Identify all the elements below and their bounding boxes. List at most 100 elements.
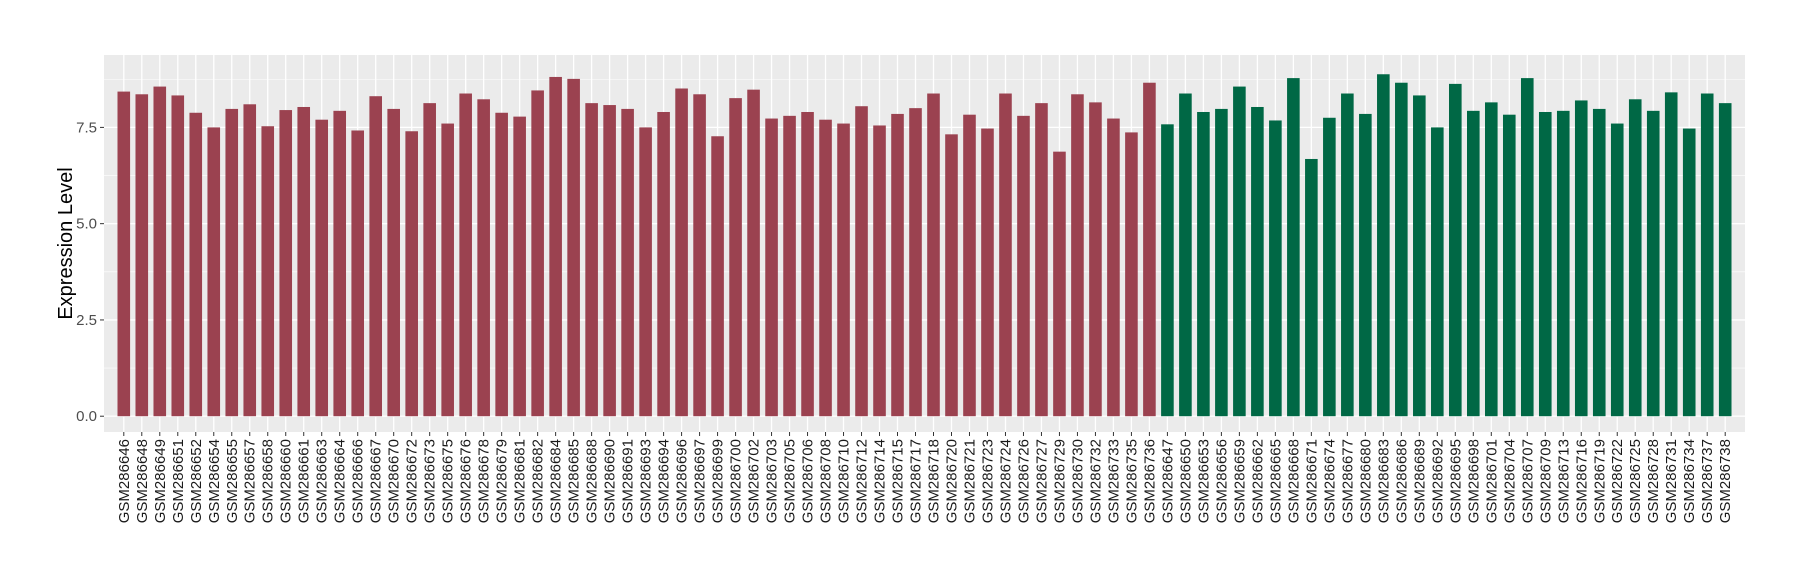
x-tick-label: GSM286717: [908, 439, 925, 523]
bar-GSM286715: [891, 113, 904, 417]
x-tick-label: GSM286696: [674, 439, 691, 523]
bar-GSM286735: [1125, 132, 1138, 417]
x-tick-label: GSM286683: [1375, 439, 1392, 523]
bar-GSM286681: [513, 116, 526, 417]
x-tick-label: GSM286670: [386, 439, 403, 523]
x-tick-label: GSM286702: [746, 439, 763, 523]
x-tick-label: GSM286647: [1159, 439, 1176, 523]
bar-GSM286692: [1431, 127, 1444, 417]
x-tick-label: GSM286726: [1015, 439, 1032, 523]
bar-GSM286668: [1287, 78, 1300, 417]
x-tick-label: GSM286664: [332, 439, 349, 523]
x-tick-label: GSM286728: [1645, 439, 1662, 523]
x-tick-label: GSM286650: [1177, 439, 1194, 523]
bar-GSM286717: [909, 108, 922, 417]
bar-GSM286654: [207, 127, 221, 417]
x-tick-label: GSM286654: [206, 439, 223, 523]
x-tick-label: GSM286712: [854, 439, 871, 523]
x-tick-label: GSM286729: [1051, 439, 1068, 523]
bar-GSM286698: [1467, 110, 1480, 417]
x-tick-label: GSM286705: [782, 439, 799, 523]
x-tick-label: GSM286674: [1321, 439, 1338, 523]
x-tick-label: GSM286677: [1339, 439, 1356, 523]
bar-GSM286728: [1646, 110, 1660, 417]
x-tick-label: GSM286714: [872, 439, 889, 523]
bar-GSM286725: [1628, 99, 1642, 417]
x-tick-label: GSM286676: [458, 439, 475, 523]
bar-GSM286680: [1359, 113, 1372, 417]
bar-GSM286655: [225, 108, 239, 417]
bar-GSM286688: [585, 103, 598, 417]
bar-GSM286646: [117, 91, 131, 417]
y-tick-label: 5.0: [76, 216, 97, 233]
bar-GSM286738: [1718, 103, 1732, 417]
x-tick-label: GSM286698: [1465, 439, 1482, 523]
bar-GSM286650: [1179, 93, 1192, 417]
x-tick-label: GSM286713: [1555, 439, 1572, 523]
bar-GSM286695: [1449, 83, 1462, 417]
bar-GSM286721: [963, 114, 976, 417]
bar-GSM286729: [1053, 151, 1066, 417]
x-tick-label: GSM286655: [224, 439, 241, 523]
bar-GSM286686: [1395, 82, 1408, 417]
x-tick-label: GSM286686: [1393, 439, 1410, 523]
bar-GSM286676: [459, 93, 472, 417]
x-tick-label: GSM286649: [152, 439, 169, 523]
x-tick-label: GSM286718: [925, 439, 942, 523]
bar-GSM286731: [1664, 92, 1678, 417]
bar-GSM286662: [1251, 106, 1264, 417]
bar-GSM286732: [1089, 102, 1102, 417]
bar-GSM286671: [1305, 158, 1318, 417]
bar-GSM286659: [1233, 86, 1246, 417]
bar-GSM286678: [477, 99, 490, 417]
x-tick-label: GSM286679: [494, 439, 511, 523]
x-tick-label: GSM286648: [134, 439, 151, 523]
bar-GSM286677: [1341, 93, 1354, 417]
y-tick-label: 7.5: [76, 119, 97, 136]
x-tick-label: GSM286707: [1519, 439, 1536, 523]
bar-GSM286657: [243, 104, 257, 417]
bar-GSM286665: [1269, 120, 1282, 417]
x-tick-label: GSM286675: [440, 439, 457, 523]
x-axis: GSM286646 GSM286648 GSM286649 GSM286651 GSM2…: [116, 432, 1734, 523]
x-tick-label: GSM286724: [997, 439, 1014, 523]
x-tick-label: GSM286695: [1447, 439, 1464, 523]
bar-GSM286658: [261, 126, 275, 417]
bar-GSM286719: [1592, 108, 1606, 417]
x-tick-label: GSM286719: [1591, 439, 1608, 523]
x-tick-label: GSM286736: [1141, 439, 1158, 523]
x-tick-label: GSM286732: [1087, 439, 1104, 523]
x-tick-label: GSM286694: [656, 439, 673, 523]
x-tick-label: GSM286652: [188, 439, 205, 523]
x-tick-label: GSM286657: [242, 439, 259, 523]
bar-GSM286674: [1323, 117, 1336, 417]
x-tick-label: GSM286704: [1501, 439, 1518, 523]
bar-GSM286672: [405, 131, 418, 417]
bar-GSM286704: [1502, 114, 1516, 417]
bar-GSM286712: [855, 106, 868, 417]
x-tick-label: GSM286731: [1663, 439, 1680, 523]
bar-GSM286656: [1215, 108, 1228, 417]
x-tick-label: GSM286660: [278, 439, 295, 523]
x-tick-label: GSM286663: [314, 439, 331, 523]
bars: [117, 74, 1732, 417]
x-tick-label: GSM286720: [943, 439, 960, 523]
x-tick-label: GSM286672: [404, 439, 421, 523]
bar-GSM286653: [1197, 111, 1210, 417]
bar-GSM286684: [549, 76, 562, 417]
bar-GSM286703: [765, 118, 778, 417]
x-tick-label: GSM286735: [1123, 439, 1140, 523]
x-tick-label: GSM286734: [1681, 439, 1698, 523]
bar-GSM286667: [369, 96, 382, 417]
x-tick-label: GSM286646: [116, 439, 133, 523]
x-tick-label: GSM286715: [890, 439, 907, 523]
bar-GSM286700: [729, 98, 742, 417]
x-tick-label: GSM286722: [1609, 439, 1626, 523]
bar-GSM286663: [315, 119, 329, 417]
x-tick-label: GSM286689: [1411, 439, 1428, 523]
x-tick-label: GSM286653: [1195, 439, 1212, 523]
bar-GSM286733: [1107, 118, 1120, 417]
bar-GSM286702: [747, 89, 760, 417]
bar-GSM286679: [495, 112, 508, 417]
bar-GSM286649: [153, 86, 167, 417]
